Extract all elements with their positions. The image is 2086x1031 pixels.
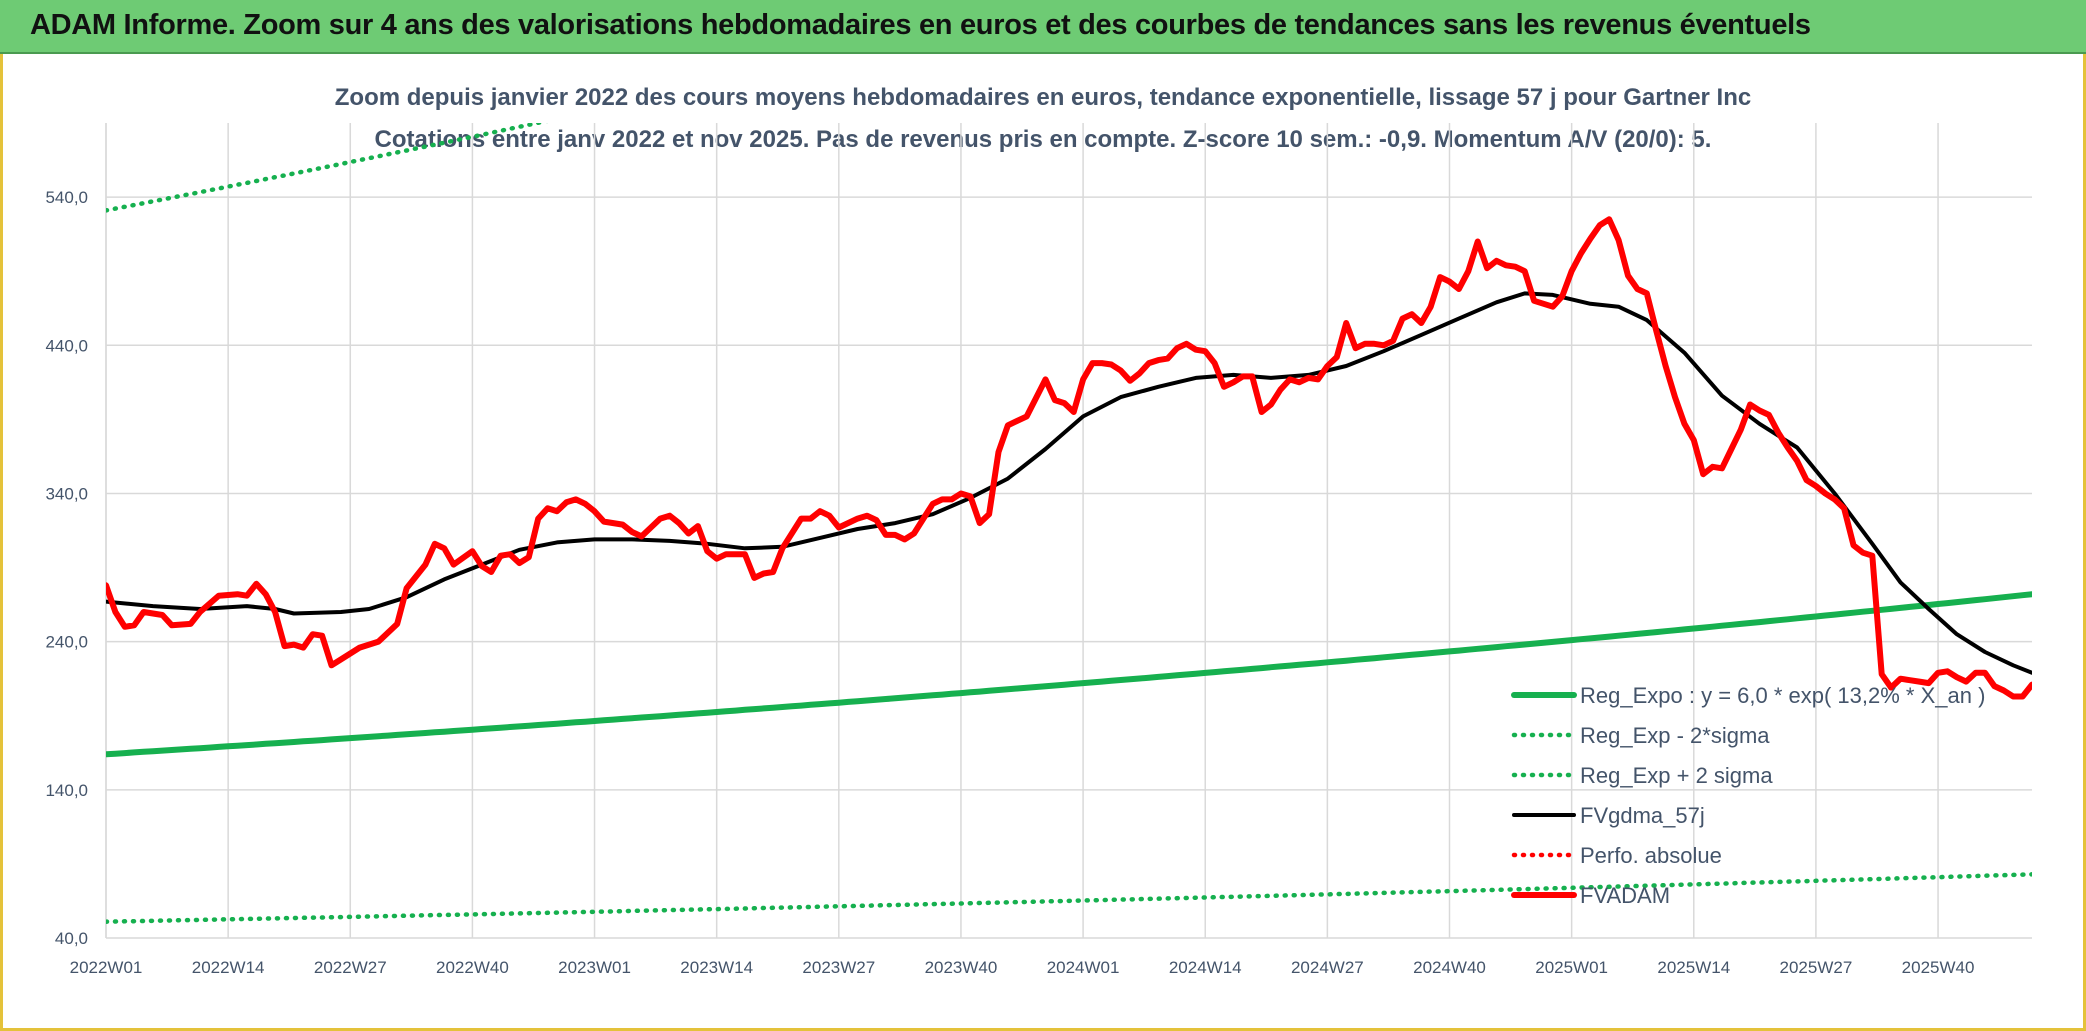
legend-entry: Reg_Expo : y = 6,0 * exp( 13,2% * X_an ) [1580,683,1985,708]
x-tick-label: 2024W40 [1413,958,1486,977]
x-tick-label: 2022W40 [436,958,509,977]
series-line-fvadam [106,216,2032,700]
x-tick-label: 2023W01 [558,958,631,977]
y-tick-label: 40,0 [55,929,88,948]
series-line-reg-exp-2-sigma [106,123,549,213]
x-tick-label: 2022W27 [314,958,387,977]
x-tick-label: 2023W40 [925,958,998,977]
axis-labels: 40,0 140,0 240,0 340,0 440,0 540,0 2022W01 2022… [45,188,1974,977]
x-tick-label: 2025W27 [1780,958,1853,977]
series-line-reg-exp-2-sigma [106,872,2032,924]
y-tick-label: 440,0 [45,336,88,355]
x-tick-label: 2023W27 [802,958,875,977]
chart-title: Zoom depuis janvier 2022 des cours moyen… [334,84,1752,111]
report-banner: ADAM Informe. Zoom sur 4 ans des valoris… [0,0,2086,54]
series-lines [106,123,2032,924]
x-tick-label: 2024W27 [1291,958,1364,977]
legend-entry: Reg_Exp - 2*sigma [1580,723,1770,748]
chart-subtitle: Cotations entre janv 2022 et nov 2025. P… [374,126,1712,153]
y-tick-label: 140,0 [45,781,88,800]
grid-lines [105,123,2032,939]
x-tick-label: 2025W40 [1902,958,1975,977]
legend: Reg_Expo : y = 6,0 * exp( 13,2% * X_an )… [1511,683,1985,908]
series-line-fvgdma-57j [106,291,2032,675]
x-tick-label: 2024W01 [1047,958,1120,977]
x-tick-label: 2025W14 [1657,958,1730,977]
report-title: ADAM Informe. Zoom sur 4 ans des valoris… [30,9,1811,41]
x-tick-label: 2025W01 [1535,958,1608,977]
legend-entry: Reg_Exp + 2 sigma [1580,763,1773,788]
legend-entry: FVADAM [1580,883,1670,908]
y-tick-label: 340,0 [45,484,88,503]
y-tick-label: 240,0 [45,633,88,652]
chart-frame [0,54,2086,1031]
x-tick-label: 2022W14 [192,958,265,977]
x-tick-label: 2022W01 [70,958,143,977]
legend-entry: Perfo. absolue [1580,843,1722,868]
legend-entry: FVgdma_57j [1580,803,1705,828]
x-tick-label: 2023W14 [680,958,753,977]
y-tick-label: 540,0 [45,188,88,207]
x-tick-label: 2024W14 [1169,958,1242,977]
series-line-reg-expo-y-6-0-exp-13-2-x-an [106,591,2032,758]
